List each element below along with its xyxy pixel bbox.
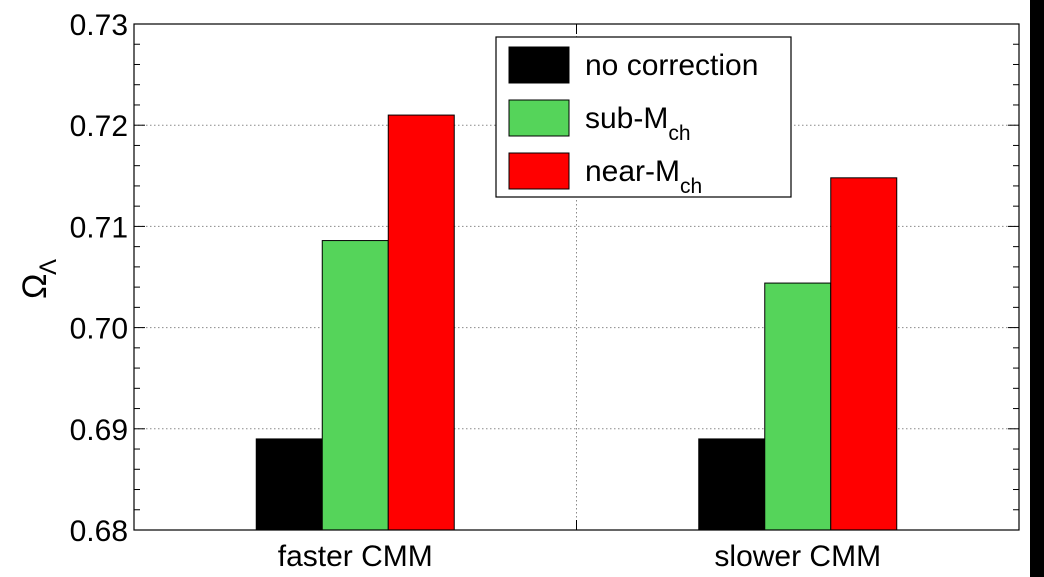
y-tick-label: 0.70 (70, 313, 128, 346)
y-axis-label: Ω Λ (16, 259, 62, 299)
y-axis-label-subscript: Λ (35, 259, 62, 275)
y-tick-label: 0.68 (70, 515, 128, 548)
bar-sub-mch-slower-cmm (764, 282, 832, 531)
y-tick-label: 0.71 (70, 211, 128, 244)
bar-near-mch-slower-cmm (830, 177, 898, 531)
legend-swatch (508, 46, 570, 84)
y-tick-label: 0.69 (70, 414, 128, 447)
bar-sub-mch-faster-cmm (321, 240, 389, 531)
x-category-label: faster CMM (278, 540, 433, 573)
y-tick-label: 0.73 (70, 9, 128, 42)
bar-no-correction-faster-cmm (255, 438, 323, 531)
legend-label-subscript: ch (668, 122, 690, 145)
y-tick-labels: 0.68 0.69 0.70 0.71 0.72 0.73 (70, 9, 128, 548)
x-category-label: slower CMM (714, 540, 881, 573)
bars (255, 114, 898, 531)
legend-swatch (508, 152, 570, 190)
bar-near-mch-faster-cmm (387, 114, 455, 531)
axis-ticks (134, 23, 1019, 531)
bar-no-correction-slower-cmm (698, 438, 766, 531)
right-edge-strip (1030, 0, 1044, 577)
x-category-labels: faster CMM slower CMM (278, 540, 881, 573)
y-tick-label: 0.72 (70, 110, 128, 143)
legend-label-subscript: ch (680, 175, 702, 198)
legend-swatch (508, 99, 570, 137)
y-axis-label-main: Ω (16, 274, 54, 299)
legend-label: no correction (585, 49, 758, 82)
